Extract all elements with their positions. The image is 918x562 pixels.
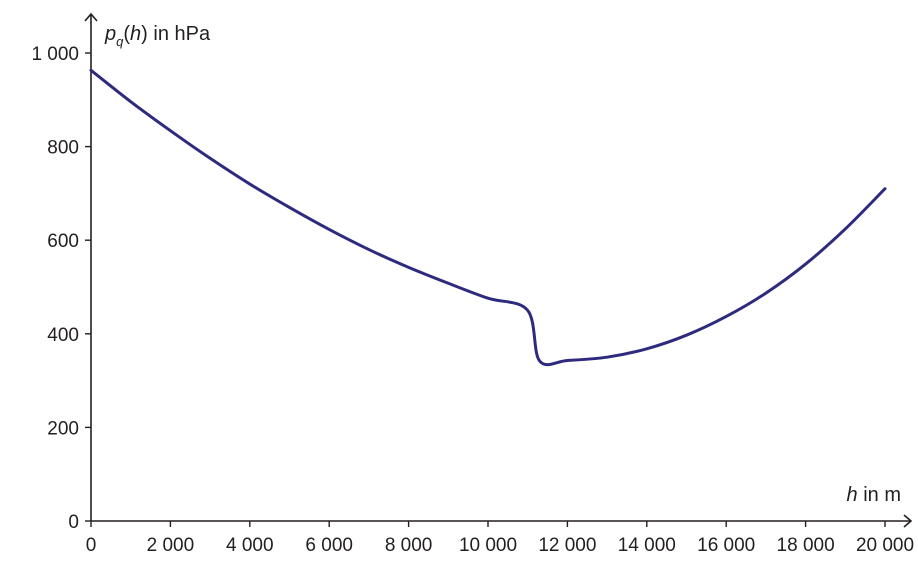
x-ticks: 0 2 000 4 000 6 000 8 000 10 000 12 000 14 000 1… xyxy=(86,521,914,556)
x-tick-label: 18 000 xyxy=(777,535,835,556)
y-tick-label: 400 xyxy=(47,325,79,346)
y-axis-title-arg: h xyxy=(130,23,141,45)
y-axis-title-var: p xyxy=(104,23,116,45)
y-axis-title-sub: q xyxy=(116,34,124,49)
x-tick-label: 14 000 xyxy=(618,535,676,556)
y-tick-label: 1 000 xyxy=(31,44,79,65)
y-tick-label: 0 xyxy=(68,512,79,533)
y-axis-title: pq(h) in hPa xyxy=(104,23,211,49)
x-axis-title: h in m xyxy=(847,484,901,506)
x-axis-arrow xyxy=(903,514,913,528)
x-axis-title-var: h xyxy=(847,484,858,506)
y-axis-title-open: ( xyxy=(123,23,130,45)
x-axis-title-rest: in m xyxy=(858,484,901,506)
y-tick-label: 200 xyxy=(47,418,79,439)
x-tick-label: 2 000 xyxy=(147,535,195,556)
x-tick-label: 8 000 xyxy=(385,535,433,556)
series-line xyxy=(89,68,887,367)
x-tick-label: 0 xyxy=(86,535,97,556)
axes xyxy=(84,12,913,528)
y-axis-title-close: ) xyxy=(141,23,148,45)
series-layer xyxy=(89,68,887,367)
x-tick-label: 4 000 xyxy=(226,535,274,556)
x-tick-label: 6 000 xyxy=(305,535,353,556)
x-tick-label: 10 000 xyxy=(459,535,517,556)
x-tick-label: 20 000 xyxy=(856,535,914,556)
y-tick-label: 600 xyxy=(47,231,79,252)
x-tick-label: 12 000 xyxy=(538,535,596,556)
y-ticks: 0 200 400 600 800 1 000 xyxy=(31,44,91,533)
y-tick-label: 800 xyxy=(47,138,79,159)
y-axis-arrow xyxy=(84,12,98,22)
y-axis-title-rest: in hPa xyxy=(148,23,211,45)
x-tick-label: 16 000 xyxy=(697,535,755,556)
